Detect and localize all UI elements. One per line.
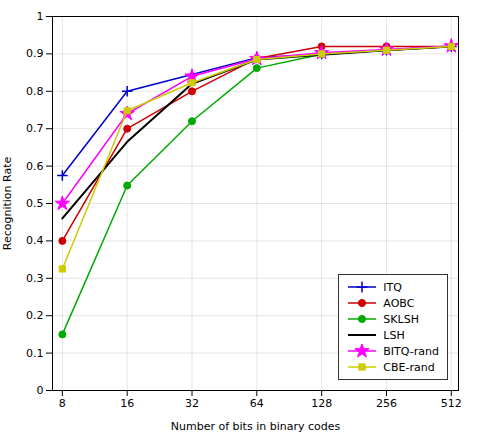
- svg-text:Number of bits in binary codes: Number of bits in binary codes: [171, 420, 341, 432]
- svg-text:0.4: 0.4: [26, 234, 44, 247]
- html-text:BITQ-rand: BITQ-rand: [383, 344, 439, 358]
- svg-text:0.2: 0.2: [26, 309, 44, 322]
- svg-text:512: 512: [441, 397, 462, 410]
- svg-text:0.1: 0.1: [26, 347, 44, 360]
- svg-text:0.3: 0.3: [26, 272, 44, 285]
- svg-text:8: 8: [59, 397, 66, 410]
- svg-text:256: 256: [376, 397, 397, 410]
- html-text:SKLSH: SKLSH: [383, 312, 419, 326]
- svg-text:0.6: 0.6: [26, 160, 44, 173]
- html-text:AOBC: AOBC: [383, 296, 415, 310]
- svg-text:Recognition Rate: Recognition Rate: [1, 157, 14, 251]
- svg-text:0: 0: [37, 384, 44, 397]
- svg-text:0.9: 0.9: [26, 47, 44, 60]
- svg-text:16: 16: [120, 397, 134, 410]
- svg-text:64: 64: [250, 397, 264, 410]
- html-text:LSH: LSH: [383, 328, 405, 342]
- svg-text:32: 32: [185, 397, 199, 410]
- svg-text:0.5: 0.5: [26, 197, 44, 210]
- svg-text:1: 1: [37, 10, 44, 23]
- svg-text:128: 128: [311, 397, 332, 410]
- svg-text:0.7: 0.7: [26, 122, 44, 135]
- html-text:ITQ: ITQ: [383, 280, 402, 294]
- html-text:CBE-rand: CBE-rand: [383, 360, 435, 374]
- svg-text:0.8: 0.8: [26, 85, 44, 98]
